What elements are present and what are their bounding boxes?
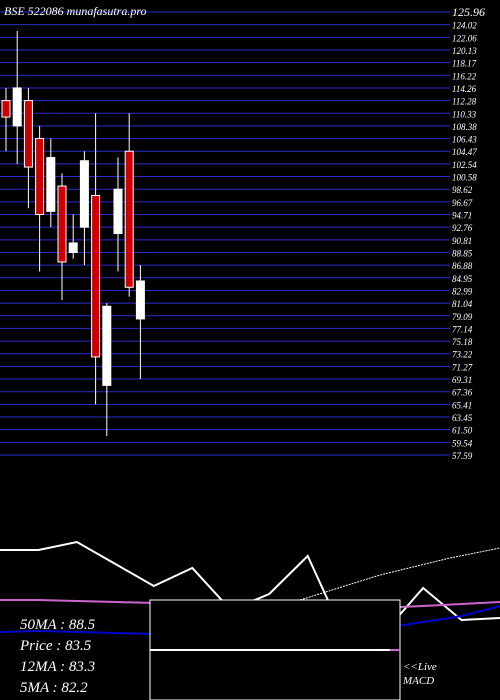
price-tick-label: 73.22: [452, 350, 473, 360]
price-tick-label: 59.54: [452, 438, 473, 448]
candle-body: [12, 87, 22, 127]
price-tick-label: 75.18: [452, 337, 473, 347]
price-tick-label: 92.76: [452, 223, 473, 233]
price-gridlines: [0, 11, 450, 456]
macd-trend-line: [299, 547, 500, 601]
price-tick-label: 122.06: [452, 33, 477, 43]
candle-body: [102, 305, 112, 386]
ma5-readout: 5MA : 82.2: [20, 680, 88, 696]
price-tick-label: 69.31: [452, 375, 472, 385]
price-tick-label: 63.45: [452, 413, 473, 423]
price-tick-label: 84.95: [452, 274, 473, 284]
ma12-readout: 12MA : 83.3: [20, 659, 96, 675]
price-tick-label: 108.38: [452, 122, 477, 132]
candle-body: [135, 280, 145, 320]
price-tick-label: 65.41: [452, 400, 472, 410]
price-tick-label: 125.96: [452, 5, 485, 19]
price-tick-label: 100.58: [452, 173, 477, 183]
price-tick-label: 81.04: [452, 299, 473, 309]
price-tick-label: 104.47: [452, 147, 477, 157]
price-tick-label: 67.36: [452, 388, 473, 398]
moving-average-summary: 50MA : 88.5 Price : 83.5 12MA : 83.3 5MA…: [20, 615, 95, 699]
candle-body: [91, 195, 101, 358]
candle-body: [113, 188, 123, 234]
price-tick-label: 120.13: [452, 46, 477, 56]
price-tick-label: 116.22: [452, 71, 477, 81]
price-tick-label: 96.67: [452, 198, 473, 208]
macd-label-name: MACD: [403, 675, 435, 687]
price-tick-label: 77.14: [452, 324, 473, 334]
price-axis-labels: 125.96 124.02 122.06 120.13 118.17 116.22 114.…: [452, 5, 485, 461]
price-tick-label: 106.43: [452, 135, 477, 145]
candle-body: [23, 100, 33, 168]
candle-body: [1, 100, 11, 118]
price-tick-label: 90.81: [452, 236, 472, 246]
macd-label: <<Live MACD: [403, 660, 437, 688]
candlestick-series: [1, 30, 145, 437]
candle-body: [124, 150, 134, 288]
candle-body: [57, 185, 67, 263]
price-tick-label: 57.59: [452, 451, 473, 461]
macd-label-live: <<Live: [403, 661, 437, 673]
price-tick-label: 71.27: [452, 362, 473, 372]
candle-body: [79, 160, 89, 228]
price-tick-label: 110.33: [452, 109, 477, 119]
price-tick-label: 94.71: [452, 211, 472, 221]
ma50-readout: 50MA : 88.5: [20, 617, 96, 633]
price-tick-label: 112.28: [452, 97, 477, 107]
price-tick-label: 82.99: [452, 286, 473, 296]
chart-title: BSE 522086 munafasutra.pro: [4, 4, 147, 18]
price-tick-label: 86.88: [452, 261, 473, 271]
candle-body: [68, 242, 78, 253]
price-tick-label: 114.26: [452, 84, 477, 94]
price-tick-label: 61.50: [452, 426, 473, 436]
price-readout: Price : 83.5: [20, 638, 92, 654]
price-tick-label: 124.02: [452, 21, 477, 31]
price-tick-label: 98.62: [452, 185, 473, 195]
candle-body: [35, 138, 45, 216]
price-tick-label: 118.17: [452, 59, 477, 69]
candle-body: [46, 157, 56, 212]
price-tick-label: 79.09: [452, 312, 473, 322]
price-tick-label: 102.54: [452, 160, 477, 170]
price-tick-label: 88.85: [452, 248, 473, 258]
